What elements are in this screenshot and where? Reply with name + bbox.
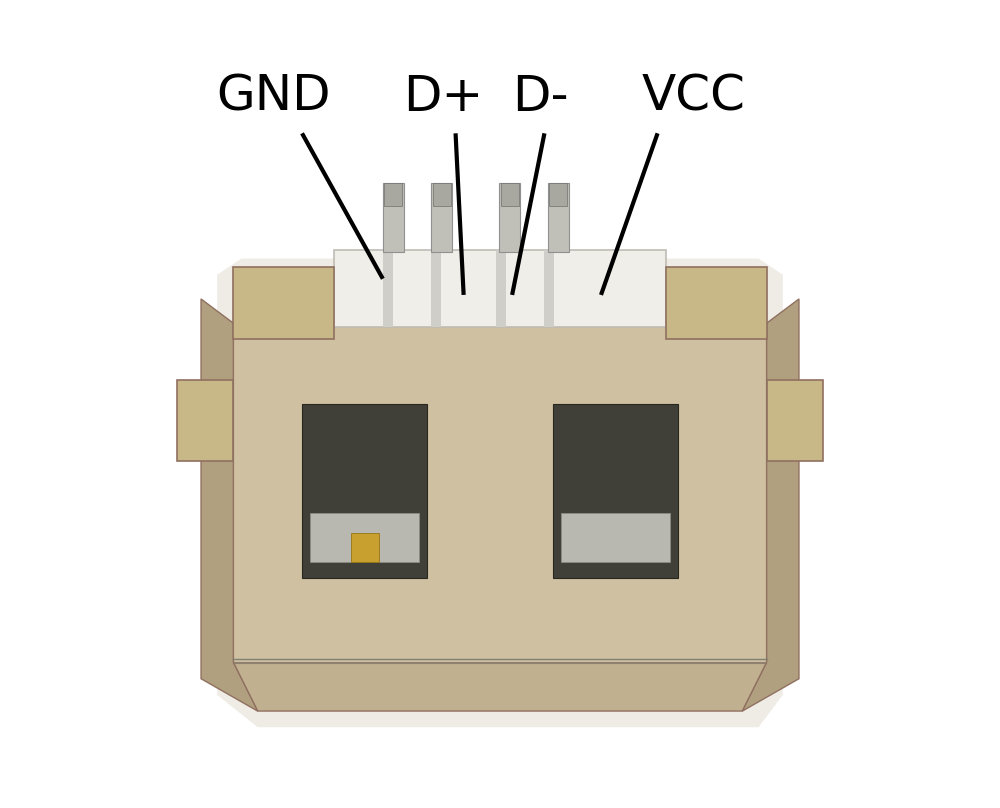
Text: D-: D-	[512, 73, 569, 121]
Polygon shape	[742, 299, 799, 711]
Bar	[561, 513, 670, 562]
Polygon shape	[233, 323, 767, 663]
Polygon shape	[201, 299, 258, 711]
Text: GND: GND	[216, 73, 331, 121]
Bar	[499, 183, 520, 252]
Bar	[233, 267, 334, 339]
Polygon shape	[217, 259, 783, 727]
Bar	[334, 250, 666, 327]
Bar	[496, 250, 506, 327]
Bar	[383, 183, 404, 252]
Bar	[310, 513, 419, 562]
Bar	[544, 250, 554, 327]
Bar	[548, 183, 569, 252]
Bar	[433, 183, 451, 206]
Bar	[383, 250, 393, 327]
Bar	[351, 533, 379, 562]
Text: D+: D+	[403, 73, 484, 121]
Polygon shape	[177, 380, 233, 461]
Bar	[549, 183, 567, 206]
Bar	[666, 267, 767, 339]
Polygon shape	[233, 663, 767, 711]
Text: VCC: VCC	[642, 73, 746, 121]
Polygon shape	[767, 380, 823, 461]
Bar	[302, 404, 427, 578]
Bar	[553, 404, 678, 578]
Bar	[431, 183, 452, 252]
Bar	[501, 183, 519, 206]
Bar	[384, 183, 402, 206]
Bar	[431, 250, 441, 327]
